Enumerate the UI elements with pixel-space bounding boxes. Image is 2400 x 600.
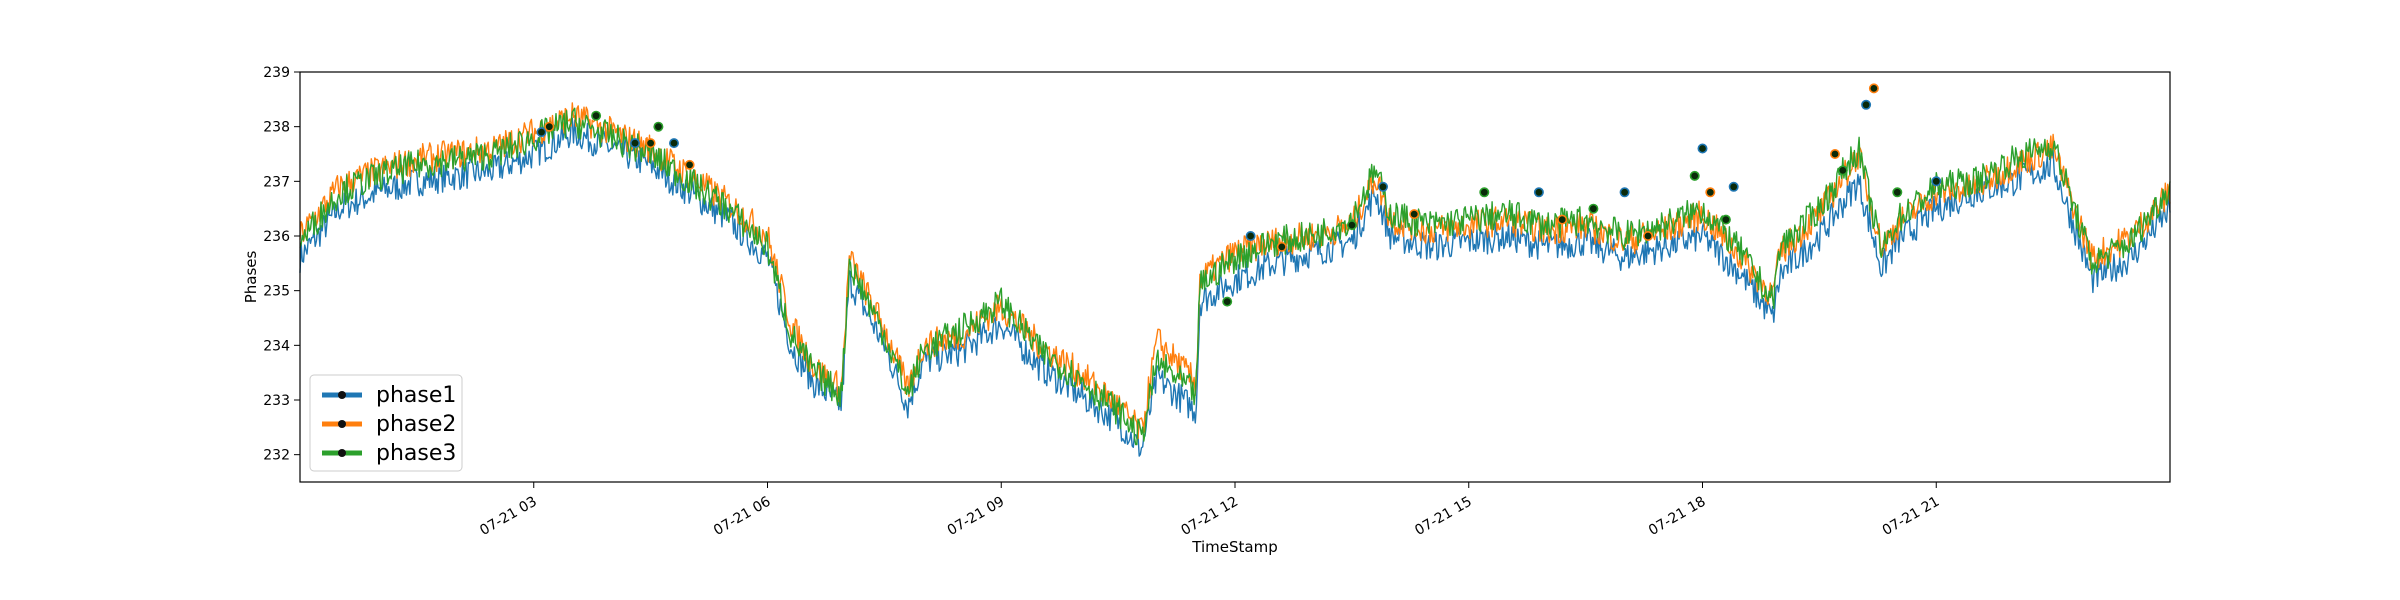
anomaly-marker (1409, 209, 1420, 220)
x-tick-label: 07-21 06 (711, 494, 774, 539)
x-tick-label: 07-21 09 (945, 494, 1008, 539)
legend-label-phase3: phase3 (376, 441, 456, 466)
anomaly-marker (1830, 149, 1841, 160)
anomaly-marker (591, 110, 602, 121)
x-tick-label: 07-21 12 (1178, 494, 1241, 539)
y-tick-label: 232 (263, 448, 290, 464)
y-tick-label: 236 (263, 229, 290, 245)
series-line-phase3 (299, 107, 2171, 446)
legend-label-phase1: phase1 (376, 383, 456, 408)
anomaly-marker (1346, 220, 1357, 231)
y-tick-label: 233 (263, 393, 290, 409)
y-tick-label: 237 (263, 174, 290, 190)
anomaly-marker (1619, 187, 1630, 198)
x-axis-label: TimeStamp (1191, 538, 1277, 556)
x-tick-label: 07-21 18 (1646, 494, 1709, 539)
anomaly-marker (1643, 231, 1654, 242)
anomaly-marker (1892, 187, 1903, 198)
y-tick-label: 239 (263, 65, 290, 81)
anomaly-marker (1728, 181, 1739, 192)
anomaly-marker (629, 138, 640, 149)
anomaly-marker (1837, 165, 1848, 176)
x-tick-label: 07-21 21 (1880, 494, 1943, 539)
anomaly-marker (1222, 296, 1233, 307)
anomaly-marker (1697, 143, 1708, 154)
anomaly-marker (1868, 83, 1879, 94)
y-tick-label: 234 (263, 338, 290, 354)
y-tick-label: 235 (263, 284, 290, 300)
anomaly-marker (1705, 187, 1716, 198)
y-axis-label: Phases (242, 251, 260, 304)
anomaly-marker (1378, 181, 1389, 192)
anomaly-marker (1245, 231, 1256, 242)
anomaly-marker-layer (536, 83, 1942, 307)
legend-marker-phase1 (338, 391, 346, 399)
anomaly-marker (684, 159, 695, 170)
anomaly-marker (1588, 203, 1599, 214)
anomaly-marker (1931, 176, 1942, 187)
legend: phase1 phase2 phase3 (309, 374, 463, 472)
anomaly-marker (1557, 214, 1568, 225)
legend-box (309, 374, 463, 472)
legend-marker-phase2 (338, 420, 346, 428)
anomaly-marker (1861, 99, 1872, 110)
legend-label-phase2: phase2 (376, 412, 456, 437)
series-layer (299, 102, 2171, 457)
y-tick-label: 238 (263, 120, 290, 136)
y-axis: 232 233 234 235 236 237 238 239 (263, 65, 300, 464)
series-line-phase2 (299, 102, 2171, 440)
anomaly-marker (1689, 170, 1700, 181)
anomaly-marker (653, 121, 664, 132)
anomaly-marker (1720, 214, 1731, 225)
x-tick-label: 07-21 03 (477, 494, 540, 539)
anomaly-marker (645, 138, 656, 149)
anomaly-marker (668, 138, 679, 149)
legend-marker-phase3 (338, 449, 346, 457)
anomaly-marker (544, 121, 555, 132)
anomaly-marker (1533, 187, 1544, 198)
x-axis: 07-21 03 07-21 06 07-21 09 07-21 12 07-21 15… (477, 482, 1942, 539)
anomaly-marker (1276, 241, 1287, 252)
anomaly-marker (1479, 187, 1490, 198)
x-tick-label: 07-21 15 (1412, 494, 1475, 539)
anomaly-marker (536, 127, 547, 138)
series-line-phase1 (299, 117, 2171, 457)
